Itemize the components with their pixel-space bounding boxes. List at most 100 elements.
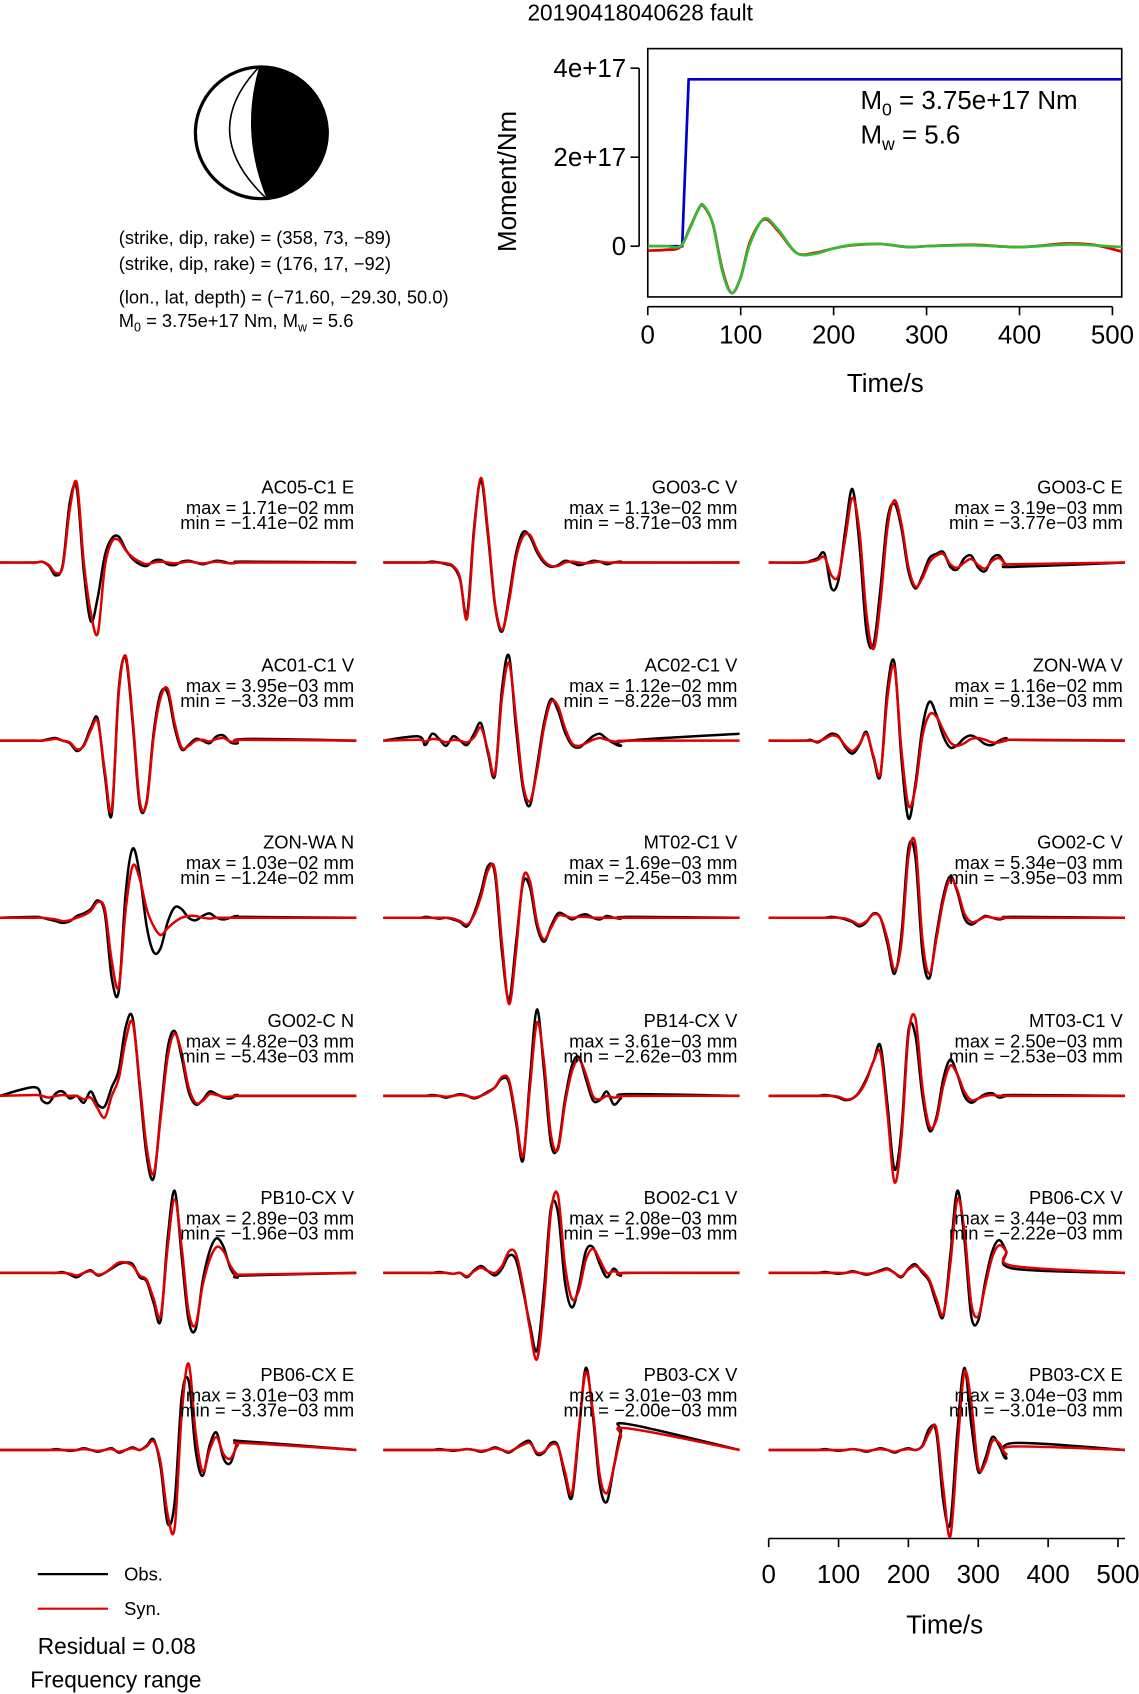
x-tick-label: 300 [957,1561,1000,1589]
amplitude-label: max = 2.50e−03 mm [955,1030,1123,1051]
waveform [0,1019,357,1176]
x-tick-label: 300 [905,321,948,349]
amplitude-label: max = 5.34e−03 mm [955,852,1123,873]
x-tick-label: 200 [812,321,855,349]
amplitude-label: max = 4.82e−03 mm [186,1030,354,1051]
station-label: GO03-C V [652,476,738,497]
amplitude-label: min = −1.96e−03 mm [180,1222,354,1243]
waveform [768,1369,1126,1539]
amplitude-label: max = 3.19e−03 mm [955,497,1123,518]
waveform [0,863,357,990]
amplitude-label: max = 1.16e−02 mm [955,675,1123,696]
station-label: AC02-C1 V [645,655,739,676]
x-tick-label: 0 [761,1561,775,1589]
waveform [0,479,357,637]
amplitude-label: min = −3.32e−03 mm [180,690,354,711]
legend-label: Obs. [124,1564,163,1585]
text-run: M [119,310,134,331]
amplitude-label: max = 1.13e−02 mm [569,497,737,518]
x-tick-label: 0 [641,321,655,349]
residual: Residual = 0.08 [38,1633,196,1659]
station-label: AC05-C1 E [261,476,354,497]
amplitude-label: min = −8.22e−03 mm [564,690,738,711]
waveform [0,654,357,814]
amplitude-label: max = 3.61e−03 mm [569,1030,737,1051]
plot-box [646,47,1123,298]
text-run: M [860,122,882,150]
amplitude-label: min = −3.77e−03 mm [949,512,1123,533]
waveform [768,1197,1126,1319]
subscript: w [297,321,308,335]
nodal-plane [228,66,268,200]
mechanism-line: (strike, dip, rake) = (176, 17, −92) [119,253,391,274]
waveform [768,836,1125,976]
station-label: PB06-CX E [260,1364,354,1385]
frequency-range: Frequency range [30,1666,201,1692]
station-label: ZON-WA N [263,832,354,853]
amplitude-label: min = −3.37e−03 mm [180,1399,354,1420]
x-tick-label: 400 [998,321,1041,349]
amplitude-label: min = −1.99e−03 mm [564,1222,738,1243]
station-label: GO03-C E [1037,476,1123,497]
station-label: GO02-C N [267,1010,354,1031]
waveform [768,664,1125,809]
amplitude-label: max = 1.12e−02 mm [569,675,737,696]
station-label: MT02-C1 V [644,832,739,853]
subscript: 0 [134,321,141,335]
x-axis-label: Time/s [847,370,924,398]
text-run: = 3.75e+17 Nm, M [141,310,298,331]
station-label: BO02-C1 V [644,1187,739,1208]
waveform [383,1190,740,1361]
amplitude-label: max = 3.01e−03 mm [569,1384,737,1405]
amplitude-label: min = −5.43e−03 mm [180,1045,354,1066]
amplitude-label: max = 3.95e−03 mm [186,675,354,696]
amplitude-label: min = −2.22e−03 mm [949,1222,1123,1243]
station-label: PB03-CX E [1029,1364,1123,1385]
station-label: ZON-WA V [1033,655,1124,676]
figure-title: 20190418040628 fault [527,0,753,26]
amplitude-label: max = 3.01e−03 mm [186,1384,354,1405]
station-label: MT03-C1 V [1029,1010,1124,1031]
amplitude-label: min = −9.13e−03 mm [949,690,1123,711]
station-label: GO02-C V [1037,832,1123,853]
amplitude-label: min = −1.41e−02 mm [180,512,354,533]
legend-label: Syn. [124,1598,161,1619]
x-tick-label: 500 [1096,1561,1139,1589]
beachball [193,65,329,201]
amplitude-label: max = 3.04e−03 mm [955,1384,1123,1405]
beachball-compression [250,66,329,199]
x-tick-label: 200 [887,1561,930,1589]
x-tick-label: 100 [719,321,762,349]
mechanism-line: (lon., lat, depth) = (−71.60, −29.30, 50… [119,286,449,307]
magnitude-line: M0 = 3.75e+17 Nm, Mw = 5.6 [119,310,354,335]
text-run: = 5.6 [307,310,353,331]
x-axis-label: Time/s [906,1612,983,1640]
y-tick-label: 0 [612,233,626,261]
moment-annotation: Mw = 5.6 [860,122,960,154]
y-tick-label: 4e+17 [553,55,626,83]
amplitude-label: max = 1.71e−02 mm [186,497,354,518]
subscript: w [881,134,895,154]
amplitude-label: min = −1.24e−02 mm [180,867,354,888]
waveform [768,1013,1125,1184]
amplitude-label: min = −3.95e−03 mm [949,867,1123,888]
station-label: PB06-CX V [1029,1187,1124,1208]
waveform [383,476,740,632]
station-label: AC01-C1 V [261,655,355,676]
amplitude-label: min = −2.45e−03 mm [564,867,738,888]
mechanism-line: (strike, dip, rake) = (358, 73, −89) [119,227,391,248]
